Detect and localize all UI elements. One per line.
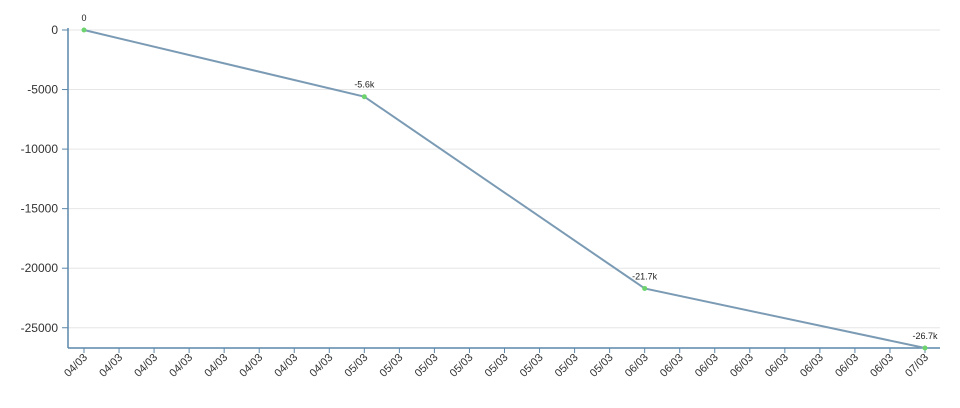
x-tick-label: 05/03 <box>448 352 476 380</box>
data-label: -26.7k <box>912 331 938 341</box>
x-tick-label: 06/03 <box>658 352 686 380</box>
data-labels: 0 -5.6k -21.7k -26.7k <box>81 13 938 341</box>
x-tick-label: 06/03 <box>763 352 791 380</box>
y-tick-label: 0 <box>51 23 58 37</box>
x-tick-label: 04/03 <box>202 352 230 380</box>
x-tick-label: 05/03 <box>413 352 441 380</box>
axes <box>67 28 940 349</box>
y-tick-label: -15000 <box>21 202 59 216</box>
data-point <box>361 94 367 100</box>
y-tick-label: -25000 <box>21 321 59 335</box>
data-label: -5.6k <box>354 80 375 90</box>
data-point <box>81 27 87 33</box>
series <box>81 27 928 351</box>
x-tick-label: 05/03 <box>483 352 511 380</box>
x-tick-label: 04/03 <box>167 352 195 380</box>
y-tick-label: -20000 <box>21 261 59 275</box>
x-tick-label: 04/03 <box>307 352 335 380</box>
x-tick-label: 04/03 <box>272 352 300 380</box>
x-axis-ticks: 04/03 04/03 04/03 04/03 04/03 04/03 04/03 04/03… <box>62 348 931 380</box>
x-tick-label: 04/03 <box>237 352 265 380</box>
y-tick-label: -10000 <box>21 142 59 156</box>
y-axis-ticks: 0 -5000 -10000 -15000 -20000 -25000 <box>21 23 68 335</box>
x-tick-label: 06/03 <box>693 352 721 380</box>
data-point <box>922 345 928 351</box>
y-tick-label: -5000 <box>27 83 58 97</box>
data-label: 0 <box>81 13 86 23</box>
x-tick-label: 07/03 <box>903 352 931 380</box>
x-tick-label: 04/03 <box>62 352 90 380</box>
x-tick-label: 06/03 <box>868 352 896 380</box>
data-label: -21.7k <box>632 271 658 281</box>
x-tick-label: 06/03 <box>798 352 826 380</box>
x-tick-label: 05/03 <box>343 352 371 380</box>
x-tick-label: 04/03 <box>97 352 125 380</box>
x-tick-label: 06/03 <box>833 352 861 380</box>
x-tick-label: 06/03 <box>623 352 651 380</box>
x-tick-label: 04/03 <box>132 352 160 380</box>
gridlines <box>68 29 940 329</box>
x-tick-label: 05/03 <box>378 352 406 380</box>
series-line <box>83 29 926 349</box>
x-tick-label: 05/03 <box>518 352 546 380</box>
x-tick-label: 06/03 <box>728 352 756 380</box>
data-point <box>642 285 648 291</box>
x-tick-label: 05/03 <box>553 352 581 380</box>
x-tick-label: 05/03 <box>588 352 616 380</box>
